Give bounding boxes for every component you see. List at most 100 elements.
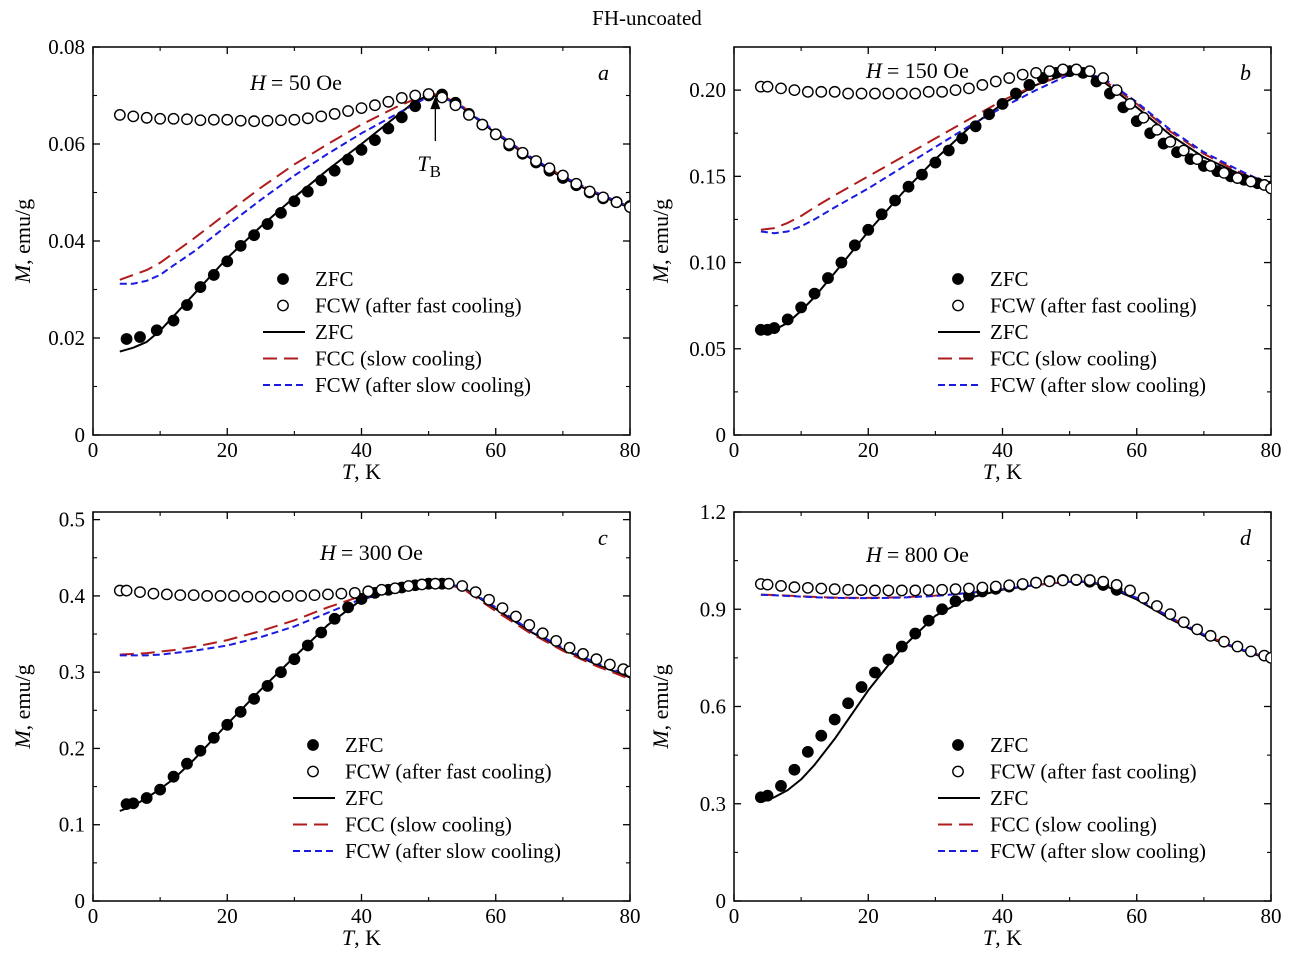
fcw-fast-point bbox=[556, 169, 569, 182]
fcw-fast-point bbox=[120, 584, 133, 597]
y-tick-label: 0.4 bbox=[59, 584, 86, 608]
fcw-fast-point bbox=[134, 586, 146, 598]
x-tick-label: 40 bbox=[992, 904, 1013, 928]
zfc-point bbox=[781, 313, 794, 326]
fcw-slow-line bbox=[119, 95, 630, 285]
x-axis-label: T, K bbox=[983, 459, 1022, 484]
zfc-point bbox=[328, 164, 341, 177]
zfc-point bbox=[234, 705, 247, 718]
y-axis-label: M, emu/g bbox=[648, 664, 673, 749]
zfc-point bbox=[194, 744, 207, 757]
zfc-point bbox=[775, 780, 787, 792]
series-group bbox=[113, 577, 630, 812]
series-zfc-points bbox=[120, 577, 448, 811]
fcw-fast-point bbox=[815, 582, 828, 595]
fcw-fast-point bbox=[1124, 98, 1136, 110]
panel-d: 0 20 40 60 80 0 0.3 0.6 0.9 1.2 T, K M, emu/g H = 800… bbox=[648, 500, 1282, 950]
fcw-fast-point bbox=[882, 87, 895, 100]
zfc-point bbox=[261, 218, 274, 230]
zfc-point bbox=[150, 324, 163, 337]
fcw-fast-point bbox=[281, 590, 294, 602]
fcw-fast-point bbox=[869, 87, 881, 100]
zfc-point bbox=[835, 256, 848, 269]
x-axis-label: T, K bbox=[342, 925, 381, 950]
fcw-fast-point bbox=[194, 114, 207, 127]
fcw-fast-point bbox=[869, 584, 881, 597]
fcw-fast-point bbox=[583, 185, 596, 198]
fcw-fast-point bbox=[1218, 635, 1230, 648]
fcw-fast-point bbox=[895, 87, 908, 100]
fcw-fast-point bbox=[1164, 135, 1177, 148]
zfc-point bbox=[275, 206, 287, 219]
zfc-point bbox=[761, 789, 774, 802]
fcw-fast-point bbox=[516, 146, 529, 159]
fcw-fast-point bbox=[909, 87, 922, 100]
fcw-fast-point bbox=[855, 584, 868, 597]
zfc-point bbox=[822, 272, 834, 284]
fcw-fast-point bbox=[315, 110, 328, 123]
fcw-fast-point bbox=[436, 91, 448, 104]
fcw-fast-point bbox=[523, 618, 536, 631]
fcw-fast-point bbox=[936, 583, 948, 596]
fcw-fast-point bbox=[207, 113, 220, 126]
x-tick-label: 40 bbox=[351, 904, 372, 928]
fcw-fast-point bbox=[113, 109, 126, 121]
fcw-fast-point bbox=[275, 114, 287, 127]
fcw-fast-point bbox=[1097, 72, 1110, 84]
x-tick-label: 0 bbox=[88, 438, 99, 462]
fcw-fast-point bbox=[1231, 172, 1244, 184]
zfc-point bbox=[862, 223, 875, 236]
zfc-point bbox=[288, 653, 301, 666]
zfc-point bbox=[788, 763, 801, 776]
zfc-point bbox=[288, 195, 301, 208]
y-axis-label: M, emu/g bbox=[10, 664, 35, 749]
fcw-fast-point bbox=[801, 85, 814, 98]
zfc-point bbox=[382, 122, 395, 135]
fcw-fast-point bbox=[761, 80, 774, 93]
fcw-fast-point bbox=[963, 582, 975, 595]
fcw-fast-point bbox=[509, 610, 522, 623]
zfc-point bbox=[342, 153, 354, 166]
zfc-point bbox=[848, 239, 861, 252]
zfc-point bbox=[909, 627, 922, 640]
fcw-fast-point bbox=[1191, 623, 1204, 636]
zfc-point bbox=[889, 194, 901, 207]
fcw-fast-point bbox=[355, 102, 368, 115]
fcw-fast-point bbox=[389, 582, 401, 595]
fcw-fast-point bbox=[140, 111, 153, 124]
x-tick-label: 40 bbox=[992, 438, 1013, 462]
zfc-point bbox=[956, 132, 969, 145]
fcw-fast-point bbox=[469, 586, 482, 598]
fcw-fast-point bbox=[362, 585, 375, 598]
fcw-fast-point bbox=[788, 581, 801, 594]
fcw-fast-point bbox=[221, 113, 234, 126]
zfc-point bbox=[194, 281, 207, 293]
y-tick-label: 0.9 bbox=[700, 597, 726, 621]
x-tick-label: 20 bbox=[858, 904, 879, 928]
fcw-fast-point bbox=[348, 586, 361, 599]
legend-entry: ZFC bbox=[345, 786, 384, 810]
fcw-fast-point bbox=[1150, 123, 1163, 136]
panel-letter: c bbox=[598, 525, 608, 550]
legend-entry: FCW (after slow cooling) bbox=[345, 839, 561, 863]
x-tick-label: 80 bbox=[1261, 438, 1282, 462]
legend-marker bbox=[307, 739, 319, 751]
fcw-fast-point bbox=[1124, 584, 1136, 597]
series-fcw-fast-points bbox=[754, 573, 1271, 664]
zfc-point bbox=[936, 603, 948, 616]
zfc-point bbox=[328, 612, 341, 625]
x-tick-label: 20 bbox=[217, 438, 238, 462]
zfc-point bbox=[355, 143, 368, 156]
zfc-point bbox=[902, 180, 915, 193]
y-tick-label: 0.10 bbox=[689, 251, 726, 275]
zfc-point bbox=[942, 144, 955, 157]
zfc-point bbox=[983, 108, 995, 121]
fcw-fast-point bbox=[1244, 175, 1257, 188]
fcc-line bbox=[119, 582, 630, 680]
zfc-point bbox=[996, 98, 1009, 110]
legend-marker bbox=[952, 273, 964, 285]
field-label: H = 800 Oe bbox=[865, 542, 969, 567]
panel-letter: b bbox=[1240, 60, 1251, 85]
zfc-point bbox=[395, 111, 408, 124]
